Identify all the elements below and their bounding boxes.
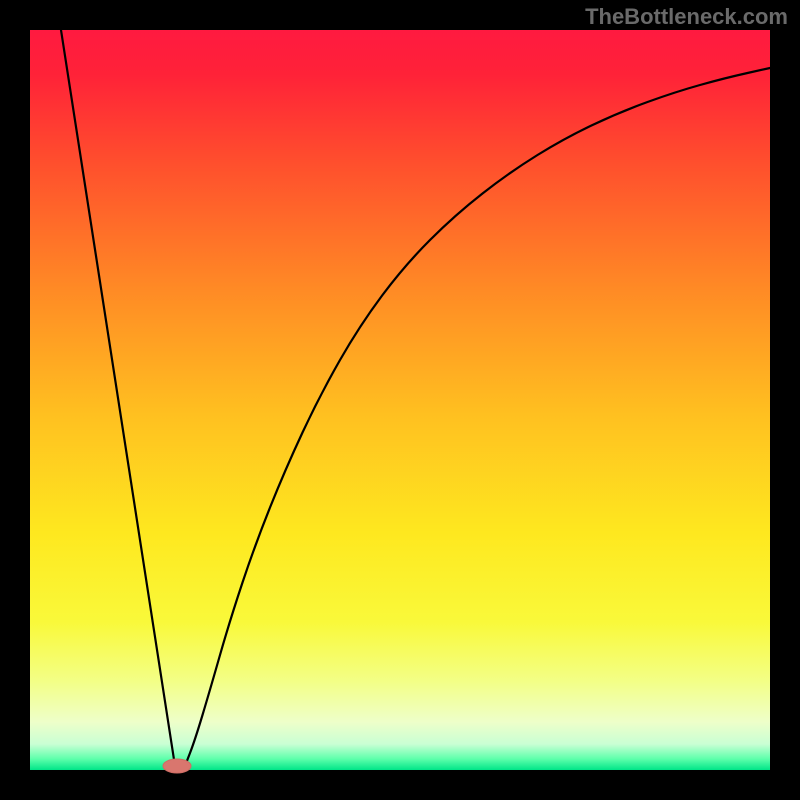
plot-background: [30, 30, 770, 770]
watermark-text: TheBottleneck.com: [585, 4, 788, 30]
optimal-point-marker: [163, 759, 191, 773]
bottleneck-chart: TheBottleneck.com: [0, 0, 800, 800]
chart-svg: [0, 0, 800, 800]
